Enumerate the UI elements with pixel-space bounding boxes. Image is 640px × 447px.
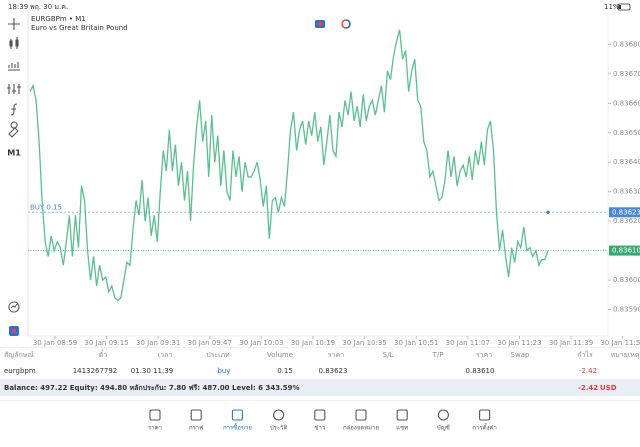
table-header: S/L	[383, 351, 394, 359]
trade-icon-inner	[12, 329, 16, 333]
tab-label[interactable]: การตั้งค่า	[472, 422, 496, 432]
toolbar	[7, 18, 21, 313]
x-tick-label: 30 Jan 08:59	[33, 339, 77, 347]
x-tick-label: 30 Jan 11:39	[549, 339, 593, 347]
y-tick-label: 0.83670	[613, 70, 640, 78]
tabbar-divider	[0, 400, 640, 401]
x-tick-label: 30 Jan 10:19	[291, 339, 335, 347]
y-tick-label: 0.83620	[613, 217, 640, 225]
table-cell: -2.42	[579, 367, 597, 375]
y-tick-label: 0.83640	[613, 158, 640, 166]
indicators-icon[interactable]	[7, 84, 21, 94]
chart-area[interactable]: 0.83680 0.83670 0.83660 0.83650 0.83640 0.836…	[28, 29, 640, 347]
buy-line-label: BUY 0.15	[30, 203, 62, 211]
function-icon[interactable]	[10, 103, 18, 116]
speed-icon[interactable]	[8, 301, 20, 313]
battery-icon	[617, 3, 631, 11]
price-line	[29, 29, 549, 302]
y-tick-label: 0.83650	[613, 129, 640, 137]
balance-text: Balance: 497.22 Equity: 494.80 หลักประกั…	[4, 384, 299, 392]
sell-button-arc	[345, 19, 351, 29]
x-tick-label: 30 Jan 09:47	[188, 339, 232, 347]
table-header: สัญลักษณ์	[4, 351, 34, 359]
buy-price-box	[609, 207, 640, 218]
tab-label[interactable]: ราคา	[148, 425, 162, 432]
table-cell: 01.30 11:39	[131, 367, 173, 375]
tab-icon[interactable]	[479, 409, 491, 421]
current-price-box	[609, 245, 640, 256]
battery-level	[619, 5, 621, 9]
table-header: Swap	[511, 351, 530, 359]
table-cell: 0.83610	[466, 367, 495, 375]
balance-profit: -2.42	[578, 384, 598, 392]
tab-icon[interactable]	[231, 409, 243, 421]
objects-icon[interactable]	[8, 121, 19, 138]
chart-symbol: EURGBPm • M1	[31, 15, 86, 23]
table-header: ตั๋ว	[99, 350, 108, 359]
timeframe[interactable]: M1	[7, 149, 21, 158]
x-tick-label: 30 Jan 10:51	[394, 339, 438, 347]
table-header: เวลา	[158, 351, 173, 359]
balance-bar	[0, 379, 640, 396]
tab-label[interactable]: ประวัติ	[270, 425, 288, 432]
tab-label[interactable]: บัญชี	[437, 424, 450, 432]
x-tick-label: 30 Jan 11:07	[446, 339, 490, 347]
table-header: Volume	[267, 351, 293, 359]
table-header: กำไร	[577, 350, 593, 359]
tab-label[interactable]: ข่าว	[314, 425, 325, 432]
tab-icon[interactable]	[149, 409, 161, 421]
tab-bar: ราคา กราฟ การซื้อขาย ประวัติ ข่าว กล่องจดหมาย…	[148, 409, 497, 432]
tab-label[interactable]: การซื้อขาย	[223, 422, 252, 432]
x-tick-label: 30 Jan 09:31	[136, 339, 180, 347]
x-tick-label: 30 Jan 10:03	[239, 339, 283, 347]
candles-icon[interactable]	[9, 37, 19, 49]
x-tick-label: 30 Jan 11:55	[600, 339, 640, 347]
buy-button-inner	[318, 22, 322, 26]
table-cell: buy	[217, 367, 230, 375]
table-header: T/P	[432, 351, 444, 359]
tab-label[interactable]: แชท	[396, 425, 408, 432]
bars-icon[interactable]	[8, 62, 20, 71]
status-date: พฤ. 30 ม.ค.	[30, 3, 68, 11]
balance-currency: USD	[600, 384, 617, 392]
table-cell: 1413267792	[73, 367, 118, 375]
tab-icon[interactable]	[437, 409, 449, 421]
tab-icon[interactable]	[355, 409, 367, 421]
tab-icon[interactable]	[190, 409, 202, 421]
table-cell: 0.15	[277, 367, 293, 375]
status-time: 18:39	[8, 3, 28, 11]
y-tick-label: 0.83630	[613, 188, 640, 196]
x-tick-label: 30 Jan 09:15	[84, 339, 128, 347]
table-header: หมายเหตุ	[611, 351, 640, 359]
x-tick-label: 30 Jan 10:35	[342, 339, 386, 347]
table-cell: 0.83623	[319, 367, 348, 375]
table-header: ประเภท	[206, 351, 230, 359]
tab-icon[interactable]	[396, 409, 408, 421]
y-tick-label: 0.83590	[613, 305, 640, 313]
table-cell: eurgbpm	[4, 367, 36, 375]
buy-price-label: 0.83623	[612, 208, 640, 216]
y-tick-label: 0.83600	[613, 276, 640, 284]
current-price-label: 0.83610	[612, 247, 640, 255]
y-tick-label: 0.83660	[613, 99, 640, 107]
tab-icon[interactable]	[314, 409, 326, 421]
buy-marker	[546, 210, 550, 215]
y-tick-label: 0.83680	[613, 40, 640, 48]
table-divider	[0, 347, 640, 348]
status-battery: 11%	[604, 3, 620, 11]
crosshair-icon[interactable]	[8, 18, 20, 30]
tab-icon[interactable]	[273, 409, 285, 421]
chart-description: Euro vs Great Britain Pound	[31, 24, 128, 32]
x-tick-label: 30 Jan 11:23	[497, 339, 541, 347]
tab-label[interactable]: กราฟ	[189, 425, 203, 432]
table-header: ราคา	[476, 351, 492, 359]
table-header: ราคา	[328, 351, 344, 359]
trade-table: สัญลักษณ์ ตั๋ว เวลา ประเภท Volume ราคา S/L T/P ร…	[4, 350, 640, 375]
tab-label[interactable]: กล่องจดหมาย	[343, 425, 379, 432]
